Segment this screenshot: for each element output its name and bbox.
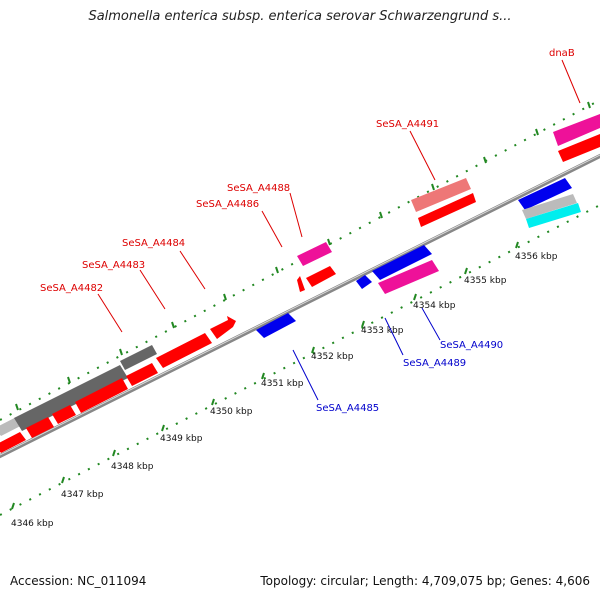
- leader-line: [384, 317, 404, 356]
- lower-tick-ring: [0, 204, 600, 516]
- scale-label: 4350 kbp: [210, 407, 253, 417]
- top-strand-features: [0, 114, 600, 453]
- cds-small: [297, 276, 305, 292]
- cds-forward: [156, 333, 212, 368]
- cds-forward: [558, 134, 600, 162]
- scale-label: 4355 kbp: [464, 276, 507, 286]
- gray-feature: [14, 365, 128, 431]
- cds-reverse-arrow: [256, 313, 296, 338]
- upper-major-tick: [67, 376, 71, 384]
- backbone-line-outer: [0, 153, 600, 459]
- top-gene-labels: SeSA_A4482 SeSA_A4483 SeSA_A4484 SeSA_A4…: [40, 48, 575, 294]
- upper-major-tick: [327, 238, 331, 246]
- lower-major-ticks: [11, 241, 519, 510]
- cds-reverse-arrow: [372, 245, 432, 280]
- upper-major-tick: [119, 348, 123, 356]
- cds-forward: [126, 363, 158, 386]
- gene-label: SeSA_A4490: [440, 340, 503, 351]
- upper-major-tick: [275, 266, 279, 274]
- bottom-gene-labels: SeSA_A4485 SeSA_A4489 SeSA_A4490: [316, 340, 503, 414]
- gene-label: dnaB: [549, 48, 575, 59]
- scale-label: 4352 kbp: [311, 352, 354, 362]
- lower-major-tick: [211, 398, 215, 406]
- leader-line: [292, 349, 319, 401]
- upper-major-tick: [535, 128, 539, 136]
- lower-major-tick: [464, 267, 468, 275]
- gray-feature: [120, 345, 157, 370]
- backbone-line-inner: [0, 154, 600, 456]
- scale-label: 4346 kbp: [11, 519, 54, 529]
- lower-major-tick: [11, 502, 15, 510]
- upper-major-ticks: [15, 101, 591, 411]
- scale-label: 4351 kbp: [261, 379, 304, 389]
- cds-reverse-arrow: [518, 178, 572, 210]
- cds-forward: [26, 417, 54, 438]
- scale-label: 4356 kbp: [515, 252, 558, 262]
- scale-labels: 4346 kbp 4347 kbp 4348 kbp 4349 kbp 4350…: [11, 252, 558, 529]
- pink-feature: [378, 260, 439, 294]
- upper-major-tick: [587, 101, 591, 109]
- lower-major-tick: [311, 346, 315, 354]
- bottom-label-leaders: [292, 307, 441, 401]
- genome-info-text: Topology: circular; Length: 4,709,075 bp…: [260, 574, 590, 588]
- gene-label: SeSA_A4483: [82, 260, 145, 271]
- scale-label: 4347 kbp: [61, 490, 104, 500]
- upper-major-tick: [379, 211, 383, 219]
- map-title: Salmonella enterica subsp. enterica sero…: [88, 9, 512, 24]
- cds-forward: [75, 378, 128, 413]
- lower-major-tick: [361, 320, 365, 328]
- lower-major-tick: [261, 372, 265, 380]
- leader-line: [421, 307, 441, 341]
- gene-label: SeSA_A4489: [403, 358, 466, 369]
- lower-major-tick: [61, 476, 65, 484]
- leader-line: [179, 250, 206, 290]
- scale-label: 4353 kbp: [361, 326, 404, 336]
- upper-major-tick: [171, 321, 175, 329]
- cds-forward: [0, 432, 26, 453]
- leader-line: [139, 269, 166, 310]
- upper-major-tick: [223, 293, 227, 301]
- pink-feature: [297, 242, 332, 266]
- lower-major-tick: [515, 241, 519, 249]
- scale-label: 4348 kbp: [111, 462, 154, 472]
- gene-label: SeSA_A4484: [122, 238, 185, 249]
- gene-label: SeSA_A4488: [227, 183, 290, 194]
- cds-forward-arrow: [306, 266, 336, 287]
- gene-label: SeSA_A4482: [40, 283, 103, 294]
- light-red-feature: [411, 178, 471, 212]
- accession-text: Accession: NC_011094: [10, 574, 147, 588]
- top-label-leaders: [97, 59, 581, 333]
- cds-forward-arrow: [210, 316, 236, 339]
- upper-major-tick: [431, 183, 435, 191]
- leader-line: [409, 130, 436, 181]
- leader-line: [289, 192, 303, 238]
- lower-major-tick: [112, 449, 116, 457]
- leader-line: [261, 210, 283, 248]
- lower-major-tick: [413, 293, 417, 301]
- cds-reverse-small: [356, 275, 372, 289]
- pink-feature: [553, 114, 600, 146]
- gene-label: SeSA_A4485: [316, 403, 379, 414]
- leader-line: [97, 293, 123, 333]
- cds-forward-arrow: [418, 193, 476, 227]
- upper-major-tick: [483, 156, 487, 164]
- gene-label: SeSA_A4491: [376, 119, 439, 130]
- lower-major-tick: [161, 424, 165, 432]
- cds-forward: [52, 405, 76, 424]
- leader-line: [561, 59, 581, 104]
- scale-label: 4349 kbp: [160, 434, 203, 444]
- bottom-strand-features: [256, 178, 581, 338]
- cyan-feature: [526, 203, 581, 228]
- gene-label: SeSA_A4486: [196, 199, 259, 210]
- upper-major-tick: [15, 403, 19, 411]
- light-gray-feature: [522, 194, 577, 219]
- scale-label: 4354 kbp: [413, 301, 456, 311]
